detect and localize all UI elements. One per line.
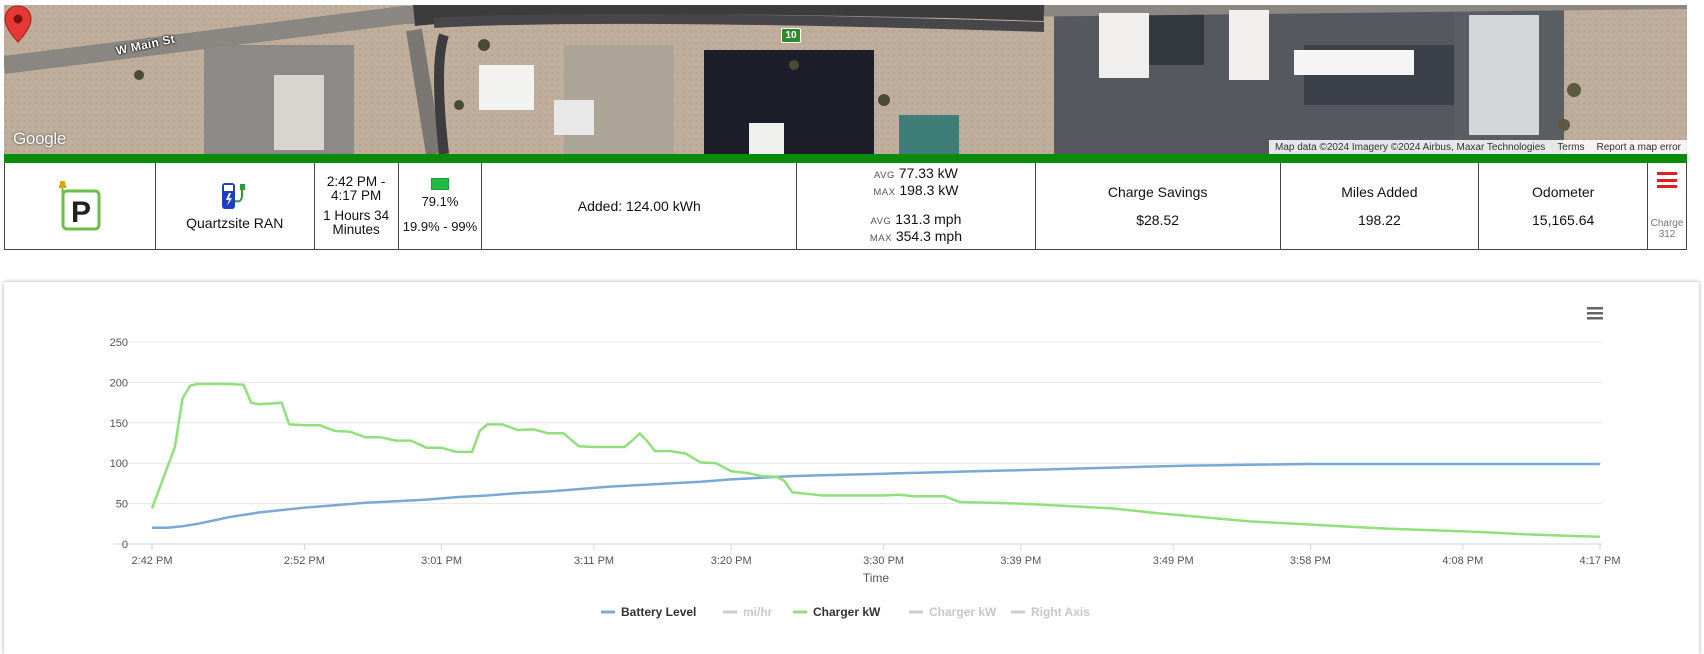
time-end: 4:17 PM [330, 188, 382, 203]
x-axis-title: Time [863, 571, 890, 585]
x-tick-label: 4:08 PM [1442, 555, 1483, 567]
map-attribution: Map data ©2024 Imagery ©2024 Airbus, Max… [1275, 141, 1546, 153]
x-tick-label: 3:39 PM [1000, 555, 1041, 567]
legend-item[interactable]: Charger kW [793, 605, 881, 619]
x-tick-label: 2:52 PM [284, 555, 325, 567]
legend-item[interactable]: Right Axis [1011, 605, 1090, 619]
miles-cell: Miles Added 198.22 [1281, 163, 1480, 249]
avg-kw: 77.33 kW [898, 165, 958, 181]
odometer-value: 15,165.64 [1532, 212, 1595, 228]
satellite-imagery [4, 5, 1687, 154]
series-line-2[interactable] [150, 382, 1601, 538]
legend-label: Charger kW [929, 605, 997, 619]
power-speed-cell: AVG 77.33 kW MAX 198.3 kW AVG 131.3 mph … [797, 163, 1036, 249]
legend-label: Charger kW [813, 605, 881, 619]
battery-level: 79.1% [421, 194, 459, 209]
battery-cell: 79.1% 19.9% - 99% [399, 163, 483, 249]
legend-item[interactable]: Battery Level [601, 605, 696, 619]
energy-added-cell: Added: 124.00 kWh [482, 163, 798, 249]
parking-charger-icon: P [58, 181, 101, 231]
map-attribution-bar: Map data ©2024 Imagery ©2024 Airbus, Max… [1269, 140, 1687, 154]
header-divider [4, 154, 1687, 163]
hamburger-menu-icon[interactable] [1657, 172, 1678, 188]
max-kw-label: MAX [873, 187, 896, 198]
report-map-error-link[interactable]: Report a map error [1596, 141, 1681, 153]
savings-label: Charge Savings [1107, 184, 1208, 200]
terms-link[interactable]: Terms [1557, 141, 1585, 153]
charging-station-icon [221, 183, 245, 209]
station-name: Quartzsite RAN [186, 215, 284, 231]
charge-label: Charge [1650, 218, 1684, 229]
x-tick-label: 3:58 PM [1290, 555, 1331, 567]
y-tick-label: 100 [110, 458, 128, 470]
x-tick-label: 3:30 PM [863, 555, 904, 567]
savings-cell: Charge Savings $28.52 [1036, 163, 1281, 249]
max-mph: 354.3 mph [895, 228, 963, 244]
time-start: 2:42 PM - [326, 174, 386, 189]
max-mph-label: MAX [869, 233, 892, 244]
series-line-0[interactable] [152, 462, 1600, 530]
avg-mph-label: AVG [870, 216, 892, 227]
chart-menu-icon[interactable] [1587, 307, 1603, 320]
odometer-label: Odometer [1532, 184, 1595, 200]
legend-label: Right Axis [1031, 605, 1090, 619]
x-tick-label: 3:01 PM [421, 555, 462, 567]
y-tick-label: 200 [110, 377, 128, 389]
x-tick-label: 3:20 PM [711, 555, 752, 567]
x-tick-label: 4:17 PM [1580, 555, 1621, 567]
odometer-cell: Odometer 15,165.64 [1479, 163, 1649, 249]
x-tick-label: 3:49 PM [1153, 555, 1194, 567]
svg-text:P: P [71, 196, 91, 229]
savings-value: $28.52 [1136, 212, 1180, 228]
charge-chart-panel: 2:42 PM 2:52 PM 3:01 PM 3:11 PM 3:20 PM 3:30 … [4, 282, 1699, 654]
y-tick-label: 50 [116, 499, 128, 511]
max-kw: 198.3 kW [899, 182, 959, 198]
station-cell: Quartzsite RAN [156, 163, 315, 249]
duration-hours: 1 Hours 34 [323, 208, 390, 223]
miles-label: Miles Added [1341, 184, 1418, 200]
legend-item[interactable]: mi/hr [723, 605, 773, 619]
miles-value: 198.22 [1357, 212, 1401, 228]
menu-cell: Charge 312 [1648, 163, 1686, 249]
x-tick-label: 2:42 PM [132, 555, 173, 567]
y-tick-label: 250 [110, 337, 128, 349]
battery-icon [431, 178, 449, 190]
avg-mph: 131.3 mph [895, 211, 962, 227]
time-cell: 2:42 PM - 4:17 PM 1 Hours 34 Minutes [315, 163, 399, 249]
energy-added: Added: 124.00 kWh [577, 198, 701, 214]
satellite-map[interactable]: W Main St 10 Google Map data ©2024 Image… [4, 5, 1687, 154]
legend-label: Battery Level [621, 605, 696, 619]
charge-summary-bar: P Quartzsite RAN 2:42 PM - 4:17 PM 1 Hou… [4, 163, 1687, 250]
y-tick-label: 150 [110, 418, 128, 430]
y-tick-label: 0 [122, 539, 128, 551]
route-shield: 10 [781, 28, 801, 43]
avg-kw-label: AVG [873, 170, 895, 181]
logo-cell: P [5, 163, 156, 249]
charge-chart: 2:42 PM 2:52 PM 3:01 PM 3:11 PM 3:20 PM 3:30 … [110, 307, 1621, 619]
legend-item[interactable]: Charger kW [909, 605, 997, 619]
legend-label: mi/hr [743, 605, 773, 619]
duration-minutes: Minutes [332, 222, 380, 237]
charge-number: 312 [1658, 229, 1676, 240]
battery-range: 19.9% - 99% [402, 219, 478, 234]
google-logo: Google [13, 129, 67, 148]
map-marker-icon[interactable] [4, 5, 32, 43]
x-tick-label: 3:11 PM [574, 555, 614, 567]
